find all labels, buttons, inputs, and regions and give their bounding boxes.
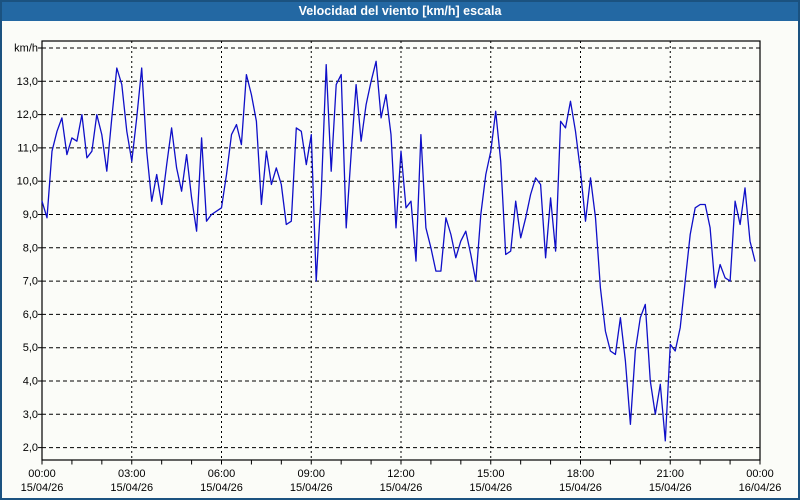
x-axis-date-label: 15/04/26 (649, 482, 692, 494)
x-axis-time-label: 03:00 (118, 468, 146, 480)
x-axis-date-label: 15/04/26 (380, 482, 423, 494)
x-axis-time-label: 09:00 (297, 468, 325, 480)
wind-speed-line (41, 60, 756, 442)
y-axis-tick-label: 2,0 (23, 442, 38, 454)
y-axis-tick-label: 11,0 (17, 142, 38, 154)
y-axis-tick-label: 13,0 (17, 76, 38, 88)
x-axis-date-label: 15/04/26 (290, 482, 333, 494)
y-axis-unit-label: km/h (14, 43, 38, 55)
y-axis-tick-label: 5,0 (23, 342, 38, 354)
y-axis-tick-label: 9,0 (23, 209, 38, 221)
x-axis-date-label: 15/04/26 (469, 482, 512, 494)
x-axis-time-label: 12:00 (387, 468, 415, 480)
y-axis-tick-label: 6,0 (23, 309, 38, 321)
y-axis-tick-label: 12,0 (17, 109, 38, 121)
x-axis-time-label: 21:00 (656, 468, 684, 480)
x-axis-date-label: 15/04/26 (21, 482, 64, 494)
x-axis-time-label: 00:00 (28, 468, 56, 480)
x-axis-date-label: 15/04/26 (559, 482, 602, 494)
x-axis-date-label: 15/04/26 (200, 482, 243, 494)
y-axis-tick-label: 8,0 (23, 242, 38, 254)
x-axis-time-label: 15:00 (477, 468, 505, 480)
y-axis-tick-label: 10,0 (17, 176, 38, 188)
x-axis-date-label: 15/04/26 (110, 482, 153, 494)
x-axis-date-label: 16/04/26 (739, 482, 782, 494)
chart-title: Velocidad del viento [km/h] escala (2, 2, 798, 21)
y-axis-tick-label: 7,0 (23, 276, 38, 288)
x-axis-time-label: 18:00 (567, 468, 595, 480)
y-axis-tick-label: 3,0 (23, 409, 38, 421)
y-axis-tick-label: 4,0 (23, 376, 38, 388)
x-axis-time-label: 06:00 (208, 468, 236, 480)
x-axis-time-label: 00:00 (746, 468, 774, 480)
